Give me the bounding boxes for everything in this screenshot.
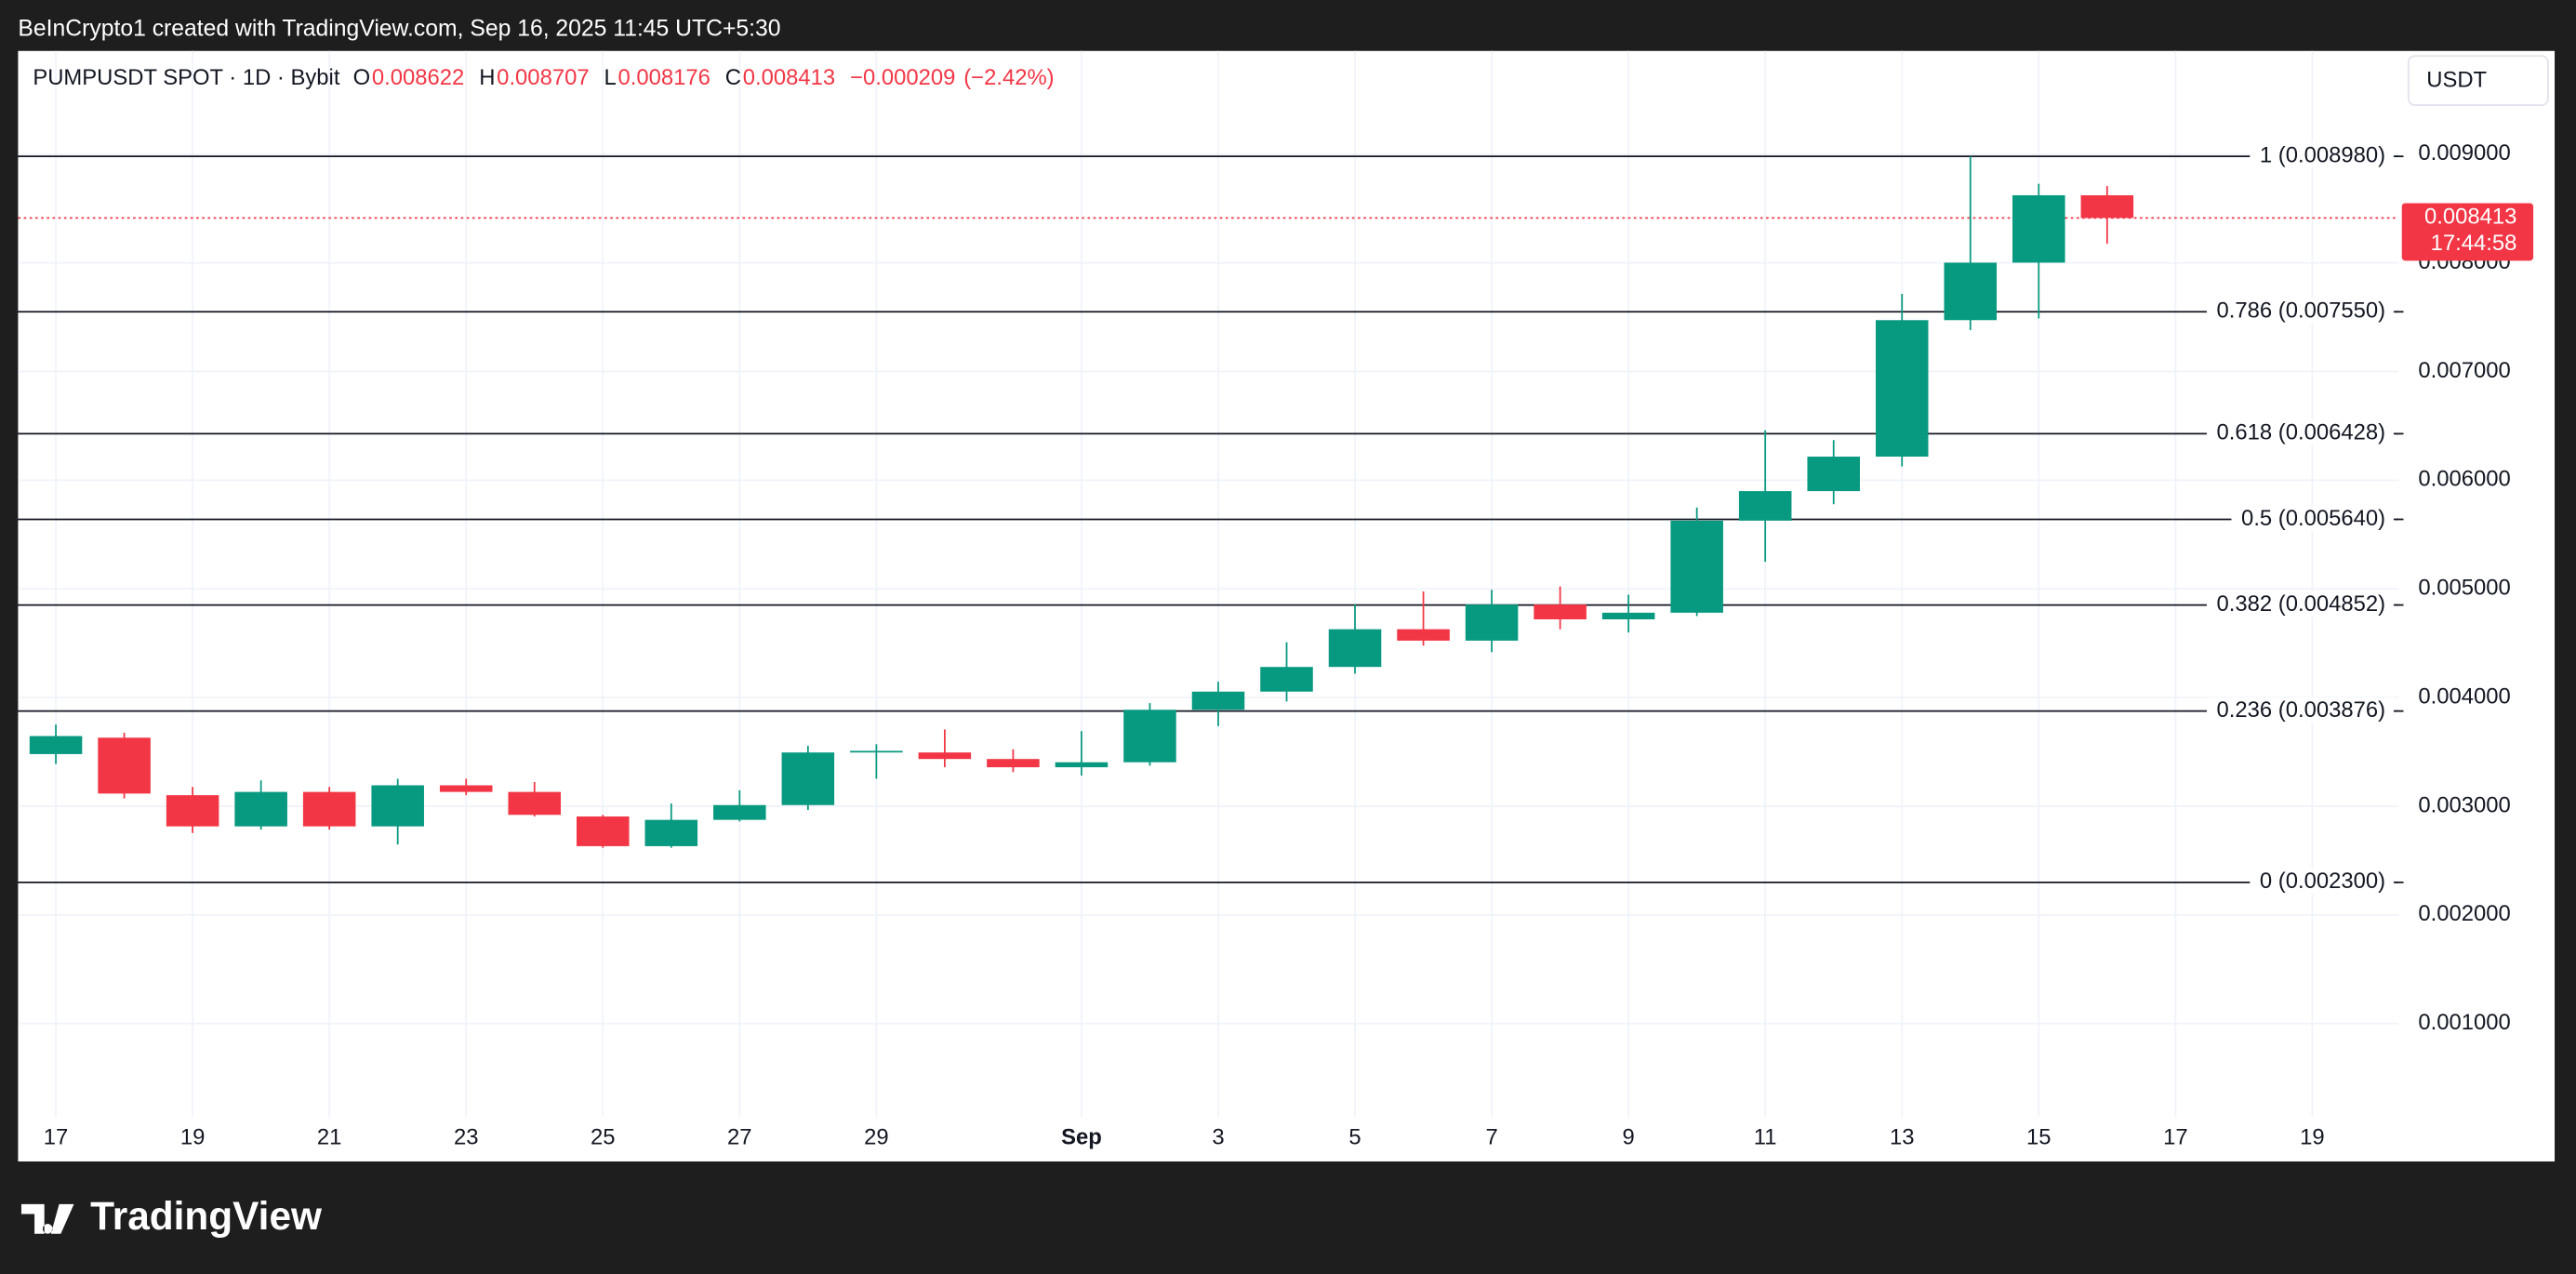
candle-body — [1944, 262, 1998, 321]
candle-body — [1807, 457, 1860, 492]
candle-body — [1534, 604, 1587, 620]
y-tick-label: 0.009000 — [2418, 140, 2510, 166]
x-tick-label: 17 — [44, 1125, 69, 1150]
level-label: 0.382 (0.004852) — [2217, 591, 2386, 617]
y-tick-label: 0.004000 — [2418, 683, 2510, 709]
x-tick-label: Sep — [1061, 1125, 1102, 1150]
ohlc-label: C — [725, 65, 741, 90]
ohlc-value: 0.008413 — [743, 65, 835, 90]
candle-body — [371, 785, 424, 827]
candle-body — [1670, 520, 1723, 613]
symbol: PUMPUSDT SPOT · 1D · Bybit — [33, 65, 340, 90]
currency-box[interactable] — [2407, 55, 2549, 106]
level-label: 0.5 (0.005640) — [2241, 506, 2385, 531]
candle-body — [439, 785, 493, 792]
candle-body — [644, 819, 698, 846]
candle-body — [1123, 710, 1176, 763]
price-tag-countdown: 17:44:58 — [2431, 231, 2517, 256]
candle-body — [2012, 194, 2065, 263]
price-tag-value: 0.008413 — [2424, 205, 2516, 230]
ohlc-label: L — [604, 65, 616, 90]
ohlc-label: O — [353, 65, 371, 90]
candle-body — [1055, 762, 1109, 768]
level-label-bg — [2206, 697, 2396, 723]
candle-body — [918, 752, 972, 760]
y-tick-label: 0.003000 — [2418, 792, 2510, 817]
x-tick-label: 15 — [2026, 1125, 2052, 1150]
chart-area — [18, 50, 2556, 1161]
candle-body — [1397, 629, 1450, 641]
level-label: 0 (0.002300) — [2260, 869, 2385, 894]
ohlc-label: H — [479, 65, 495, 90]
candle-body — [302, 791, 356, 827]
level-label: 0.786 (0.007550) — [2217, 299, 2386, 324]
y-tick-label: 0.005000 — [2418, 576, 2510, 601]
x-tick-label: 5 — [1348, 1125, 1361, 1150]
change-percent: (−2.42%) — [963, 65, 1054, 90]
legend: PUMPUSDT SPOT · 1D · Bybit O 0.008622 H 0.00… — [33, 65, 1054, 90]
x-tick-label: 19 — [2300, 1125, 2325, 1150]
x-tick-label: 21 — [317, 1125, 342, 1150]
candle-body — [1601, 612, 1655, 620]
level-label: 0.236 (0.003876) — [2217, 697, 2386, 723]
price-tag — [2401, 203, 2534, 261]
y-tick-label: 0.006000 — [2418, 467, 2510, 492]
candle-body — [781, 752, 835, 805]
candle-body — [713, 804, 766, 820]
level-label-bg — [2250, 869, 2396, 895]
ohlc-value: 0.008622 — [372, 65, 464, 90]
candle-body — [1328, 629, 1382, 668]
candle-body — [850, 750, 903, 753]
candle-body — [1465, 604, 1519, 641]
logo: TradingView — [20, 1194, 323, 1238]
ohlc-value: 0.008707 — [497, 65, 589, 90]
x-tick-label: 9 — [1623, 1125, 1635, 1150]
attribution: BeInCrypto1 created with TradingView.com… — [18, 16, 780, 41]
level-label-bg — [2231, 505, 2396, 531]
candle-body — [2080, 194, 2134, 219]
logo-text: TradingView — [90, 1194, 323, 1238]
candle-body — [576, 816, 630, 846]
x-tick-label: 17 — [2163, 1125, 2188, 1150]
ohlc-value: 0.008176 — [618, 65, 710, 90]
x-tick-label: 29 — [864, 1125, 889, 1150]
x-tick-label: 13 — [1890, 1125, 1915, 1150]
candle-body — [166, 795, 219, 827]
y-tick-label: 0.007000 — [2418, 358, 2510, 383]
level-label-bg — [2206, 298, 2396, 324]
change: −0.000209 — [850, 65, 955, 90]
logo-mark — [20, 1203, 74, 1234]
x-tick-label: 3 — [1212, 1125, 1224, 1150]
x-tick-label: 7 — [1485, 1125, 1497, 1150]
candle-body — [234, 791, 287, 827]
x-tick-label: 25 — [591, 1125, 616, 1150]
x-tick-label: 23 — [454, 1125, 479, 1150]
candle-body — [29, 736, 83, 754]
y-tick-label: 0.002000 — [2418, 901, 2510, 926]
level-label-bg — [2250, 142, 2396, 168]
level-label-bg — [2206, 591, 2396, 617]
x-tick-label: 11 — [1754, 1125, 1777, 1150]
currency: USDT — [2426, 68, 2487, 93]
y-tick-label: 0.001000 — [2418, 1010, 2510, 1035]
candle-body — [98, 737, 151, 794]
candle-body — [987, 759, 1040, 768]
candle-body — [1191, 691, 1245, 710]
x-tick-label: 27 — [727, 1125, 752, 1150]
candle-body — [1875, 320, 1929, 458]
level-label: 0.618 (0.006428) — [2217, 420, 2386, 445]
candle-body — [1738, 491, 1792, 521]
level-label-bg — [2206, 419, 2396, 445]
candle-body — [1260, 667, 1313, 692]
candle-body — [508, 791, 562, 816]
x-tick-label: 19 — [180, 1125, 206, 1150]
level-label: 1 (0.008980) — [2260, 142, 2385, 167]
